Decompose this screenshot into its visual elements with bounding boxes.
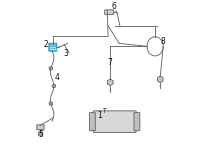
Polygon shape <box>157 76 163 83</box>
FancyBboxPatch shape <box>38 132 43 135</box>
Text: 6: 6 <box>112 2 116 11</box>
Circle shape <box>49 102 53 105</box>
Text: 7: 7 <box>107 58 112 67</box>
Text: 1: 1 <box>97 111 102 120</box>
FancyBboxPatch shape <box>93 111 136 132</box>
Polygon shape <box>107 79 113 86</box>
Circle shape <box>52 84 56 88</box>
FancyBboxPatch shape <box>49 43 57 51</box>
Text: 4: 4 <box>54 73 59 82</box>
Text: 5: 5 <box>39 130 44 139</box>
Text: 3: 3 <box>63 49 68 58</box>
FancyBboxPatch shape <box>37 125 44 130</box>
Text: 2: 2 <box>44 40 49 49</box>
Circle shape <box>49 67 53 70</box>
Text: 8: 8 <box>160 37 165 46</box>
FancyBboxPatch shape <box>89 113 95 131</box>
FancyBboxPatch shape <box>134 113 140 131</box>
FancyBboxPatch shape <box>105 10 114 14</box>
